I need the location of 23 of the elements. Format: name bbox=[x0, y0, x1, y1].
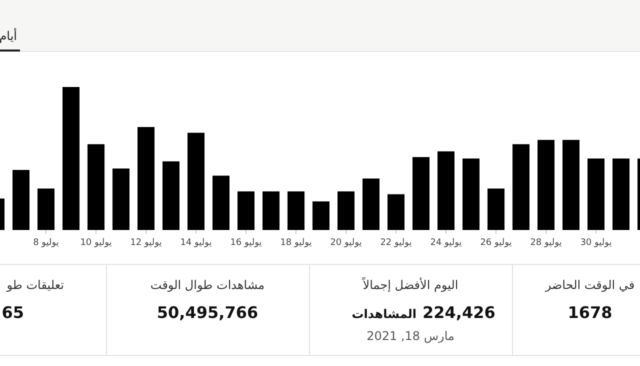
text: مارس 18, 2021 bbox=[366, 329, 454, 343]
x-tick-label: يوليو 20 bbox=[330, 238, 362, 248]
text: 65 bbox=[2, 303, 24, 322]
text: أيام bbox=[0, 28, 17, 43]
x-tick-label: يوليو 14 bbox=[180, 238, 212, 248]
x-tick-label: يوليو 26 bbox=[480, 238, 512, 248]
x-tick-label: يوليو 12 bbox=[130, 238, 162, 248]
category-label: مشاهدات طوال الوقت bbox=[150, 278, 265, 292]
category-label: تعليقات طو bbox=[6, 278, 64, 292]
text: 50,495,766 bbox=[156, 303, 258, 322]
x-tick-label: يوليو 10 bbox=[80, 238, 112, 248]
x-tick-label: يوليو 16 bbox=[230, 238, 262, 248]
category-label: في الوقت الحاضر bbox=[544, 278, 635, 292]
x-tick-label: يوليو 24 bbox=[430, 238, 462, 248]
x-tick-label: يوليو 28 bbox=[530, 238, 562, 248]
text: 1678 bbox=[568, 303, 612, 322]
text: 224,426 bbox=[422, 303, 496, 322]
text: المشاهدات bbox=[352, 307, 416, 321]
x-tick-label: يوليو 18 bbox=[280, 238, 312, 248]
category-label: اليوم الأفضل إجمالاً bbox=[362, 277, 458, 292]
x-tick-label: يوليو 8 bbox=[33, 238, 60, 248]
x-tick-label: يوليو 30 bbox=[580, 238, 612, 248]
x-tick-label: يوليو 22 bbox=[380, 238, 412, 248]
